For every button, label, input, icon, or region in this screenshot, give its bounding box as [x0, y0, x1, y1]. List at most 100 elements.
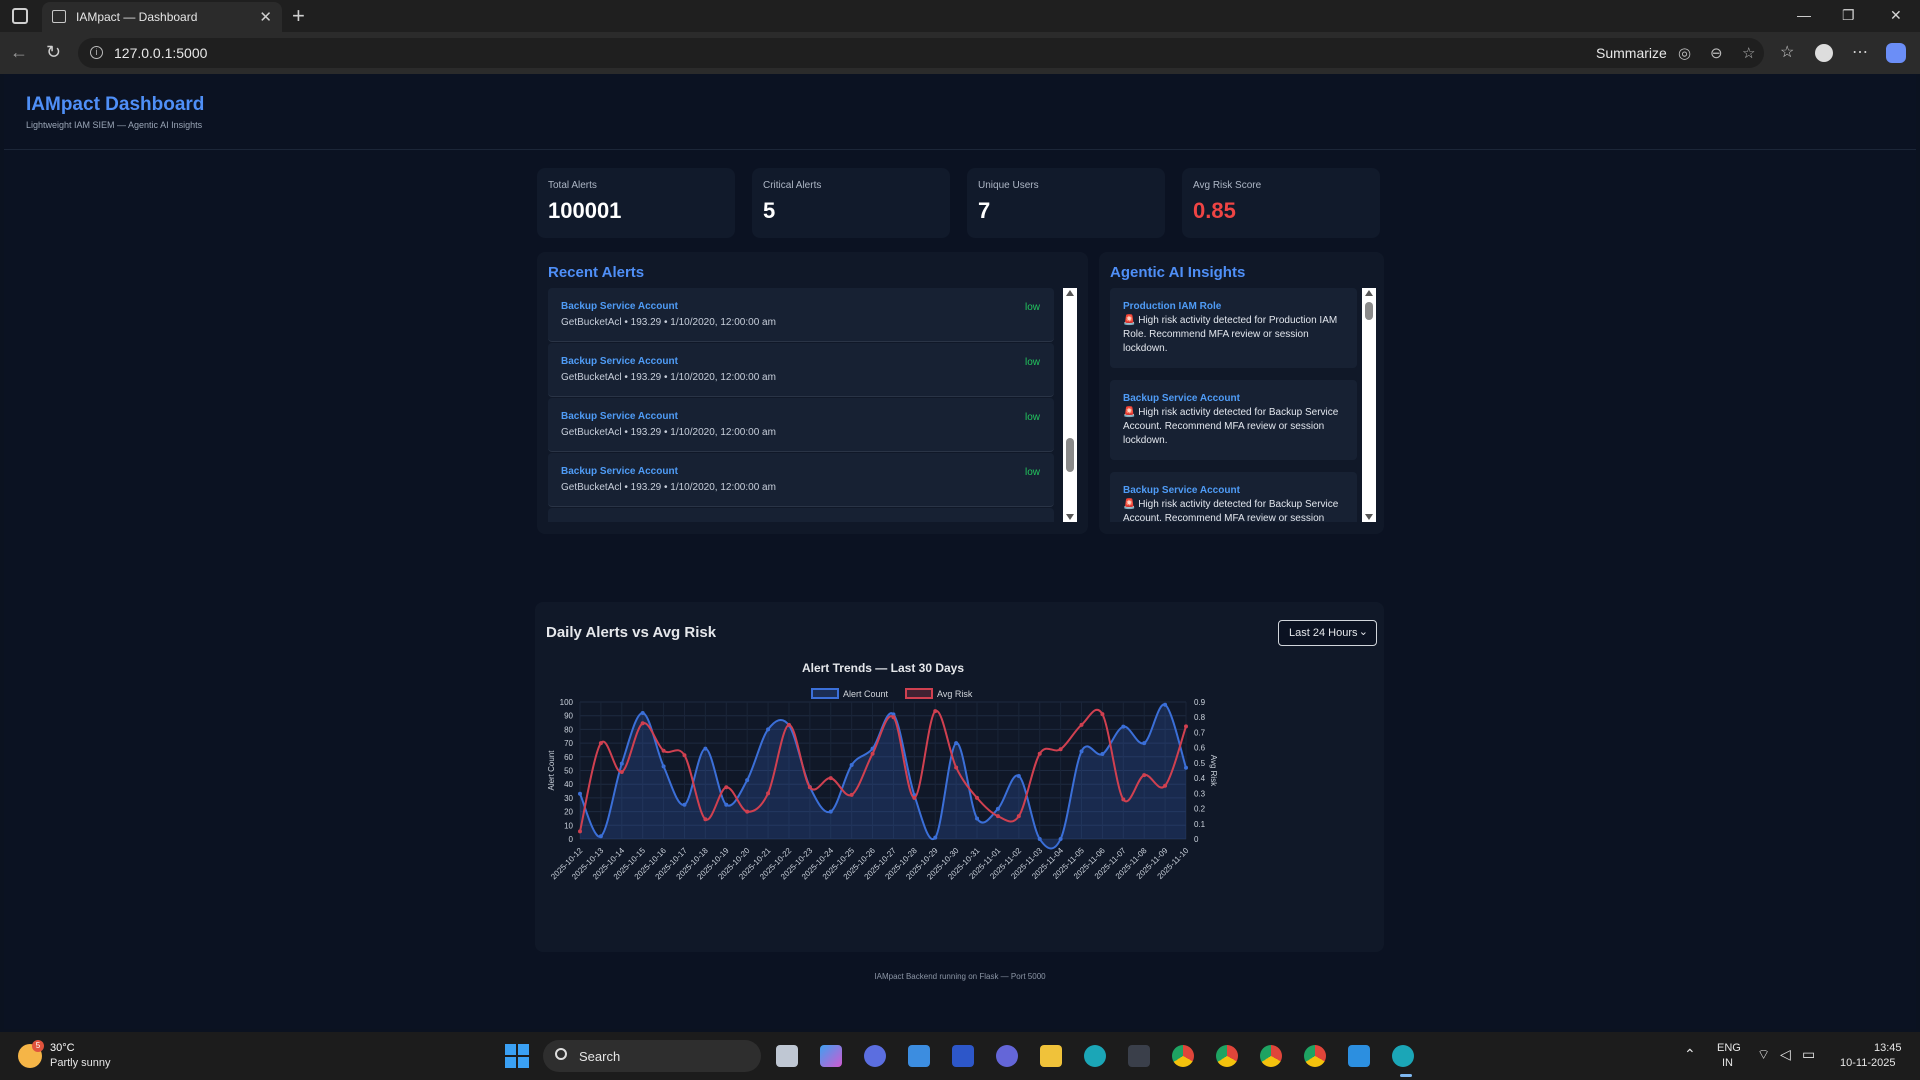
alert-item[interactable]: Backup Service Account GetBucketAcl • 19… [548, 453, 1054, 507]
favorites-icon[interactable]: ☆ [1780, 44, 1795, 61]
insight-item[interactable]: Production IAM Role 🚨 High risk activity… [1110, 288, 1357, 368]
severity-badge: low [1024, 357, 1040, 368]
battery-icon[interactable]: ▭ [1802, 1046, 1816, 1062]
series-point [1163, 702, 1168, 707]
clock-time[interactable]: 13:45 [1874, 1042, 1902, 1054]
alert-meta: GetBucketAcl • 193.29 • 1/10/2020, 12:00… [561, 482, 776, 493]
app-icon-1[interactable] [864, 1045, 886, 1067]
series-point [1163, 783, 1168, 788]
weather-desc[interactable]: Partly sunny [50, 1057, 111, 1069]
series-point [661, 764, 666, 769]
chrome-profile-icon[interactable] [1260, 1045, 1282, 1067]
tab-actions-icon[interactable] [12, 8, 28, 24]
alerts-scrollbar[interactable] [1063, 288, 1077, 522]
alert-item[interactable]: Backup Service Account GetBucketAcl • 19… [548, 398, 1054, 452]
edge-active-icon[interactable] [1392, 1045, 1414, 1067]
chrome-profile-icon[interactable] [1216, 1045, 1238, 1067]
task-view-icon[interactable] [776, 1045, 798, 1067]
clock-date[interactable]: 10-11-2025 [1840, 1057, 1896, 1069]
page-title: IAMpact Dashboard [26, 94, 205, 115]
restore-icon[interactable]: ❐ [1842, 7, 1855, 23]
scroll-down-icon[interactable] [1066, 514, 1074, 520]
insight-item[interactable]: Backup Service Account 🚨 High risk activ… [1110, 472, 1357, 522]
tab-favicon-icon [52, 10, 66, 23]
vscode-icon[interactable] [1348, 1045, 1370, 1067]
address-url[interactable]: 127.0.0.1:5000 [114, 45, 208, 61]
alert-item-partial[interactable] [548, 508, 1054, 522]
new-tab-icon[interactable]: + [292, 3, 305, 28]
scroll-thumb[interactable] [1365, 302, 1373, 320]
stat-label: Critical Alerts [763, 180, 822, 191]
volume-icon[interactable]: ◁ [1780, 1046, 1791, 1062]
insight-text-block: 🚨 High risk activity detected for Produc… [1123, 314, 1345, 356]
y2-tick-label: 0.7 [1194, 728, 1206, 737]
copilot-icon[interactable]: ◎ [1678, 45, 1692, 62]
insight-text: High risk activity detected for Producti… [1123, 315, 1338, 354]
series-point [1121, 724, 1126, 729]
alert-item[interactable]: Backup Service Account GetBucketAcl • 19… [548, 288, 1054, 342]
series-point [598, 834, 603, 839]
alert-meta: GetBucketAcl • 193.29 • 1/10/2020, 12:00… [561, 317, 776, 328]
file-explorer-icon[interactable] [1040, 1045, 1062, 1067]
alert-user: Backup Service Account [561, 466, 678, 477]
favorite-star-icon[interactable]: ☆ [1742, 45, 1756, 62]
alerts-list[interactable]: Backup Service Account GetBucketAcl • 19… [548, 288, 1068, 522]
y-tick-label: 90 [564, 712, 573, 721]
scroll-up-icon[interactable] [1066, 290, 1074, 296]
insights-list[interactable]: Production IAM Role 🚨 High risk activity… [1110, 288, 1362, 522]
app-icon-2[interactable] [952, 1045, 974, 1067]
series-point [1121, 797, 1126, 802]
series-point [1037, 751, 1042, 756]
browser-tab-active[interactable]: IAMpact — Dashboard ✕ [42, 2, 282, 32]
series-point [828, 776, 833, 781]
stat-value: 5 [763, 198, 776, 223]
chrome-profile-icon[interactable] [1304, 1045, 1326, 1067]
range-select-value: Last 24 Hours [1289, 627, 1358, 639]
store-icon[interactable] [908, 1045, 930, 1067]
series-point [849, 792, 854, 797]
insights-panel: Agentic AI Insights Production IAM Role … [1099, 252, 1384, 534]
insights-scrollbar[interactable] [1362, 288, 1376, 522]
language-region[interactable]: IN [1722, 1057, 1733, 1069]
teams-icon[interactable] [996, 1045, 1018, 1067]
taskbar-search[interactable]: Search [543, 1040, 761, 1072]
series-point [578, 829, 582, 834]
app-icon-3[interactable] [1128, 1045, 1150, 1067]
scroll-down-icon[interactable] [1365, 514, 1373, 520]
series-point [995, 806, 1000, 811]
minimize-icon[interactable]: — [1797, 7, 1811, 23]
tab-close-icon[interactable]: ✕ [259, 9, 272, 26]
tray-overflow-icon[interactable]: ⌃ [1684, 1046, 1696, 1062]
y2-tick-label: 0.6 [1194, 744, 1206, 753]
insight-item[interactable]: Backup Service Account 🚨 High risk activ… [1110, 380, 1357, 460]
chrome-icon[interactable] [1172, 1045, 1194, 1067]
site-info-icon[interactable]: i [90, 46, 103, 59]
scroll-up-icon[interactable] [1365, 290, 1373, 296]
language-indicator[interactable]: ENG [1717, 1042, 1741, 1054]
start-icon[interactable] [505, 1044, 529, 1068]
copilot-sidebar-icon[interactable] [1886, 43, 1906, 63]
weather-badge: 5 [32, 1040, 44, 1052]
summarize-button[interactable]: Summarize [1596, 45, 1667, 61]
scroll-thumb[interactable] [1066, 438, 1074, 472]
series-point [682, 753, 687, 758]
alert-item[interactable]: Backup Service Account GetBucketAcl • 19… [548, 343, 1054, 397]
range-select[interactable]: Last 24 Hours ⌄ [1278, 620, 1377, 646]
y-tick-label: 70 [564, 739, 573, 748]
series-point [661, 748, 666, 753]
back-icon[interactable]: ← [10, 42, 28, 62]
more-menu-icon[interactable]: ⋯ [1852, 44, 1868, 61]
window-close-icon[interactable]: ✕ [1890, 7, 1902, 23]
series-point [1058, 747, 1063, 752]
edge-icon[interactable] [1084, 1045, 1106, 1067]
copilot-app-icon[interactable] [820, 1045, 842, 1067]
reload-icon[interactable]: ↻ [46, 42, 62, 62]
series-point [1079, 749, 1084, 754]
address-bar[interactable]: i 127.0.0.1:5000 Summarize ◎ ⊖ ☆ [78, 38, 1764, 68]
wifi-icon[interactable]: ⌔ [1757, 1046, 1771, 1062]
series-point [682, 802, 687, 807]
zoom-icon[interactable]: ⊖ [1710, 45, 1723, 62]
alert-user: Backup Service Account [561, 356, 678, 367]
profile-avatar[interactable] [1815, 44, 1833, 62]
weather-temp[interactable]: 30°C [50, 1042, 75, 1054]
